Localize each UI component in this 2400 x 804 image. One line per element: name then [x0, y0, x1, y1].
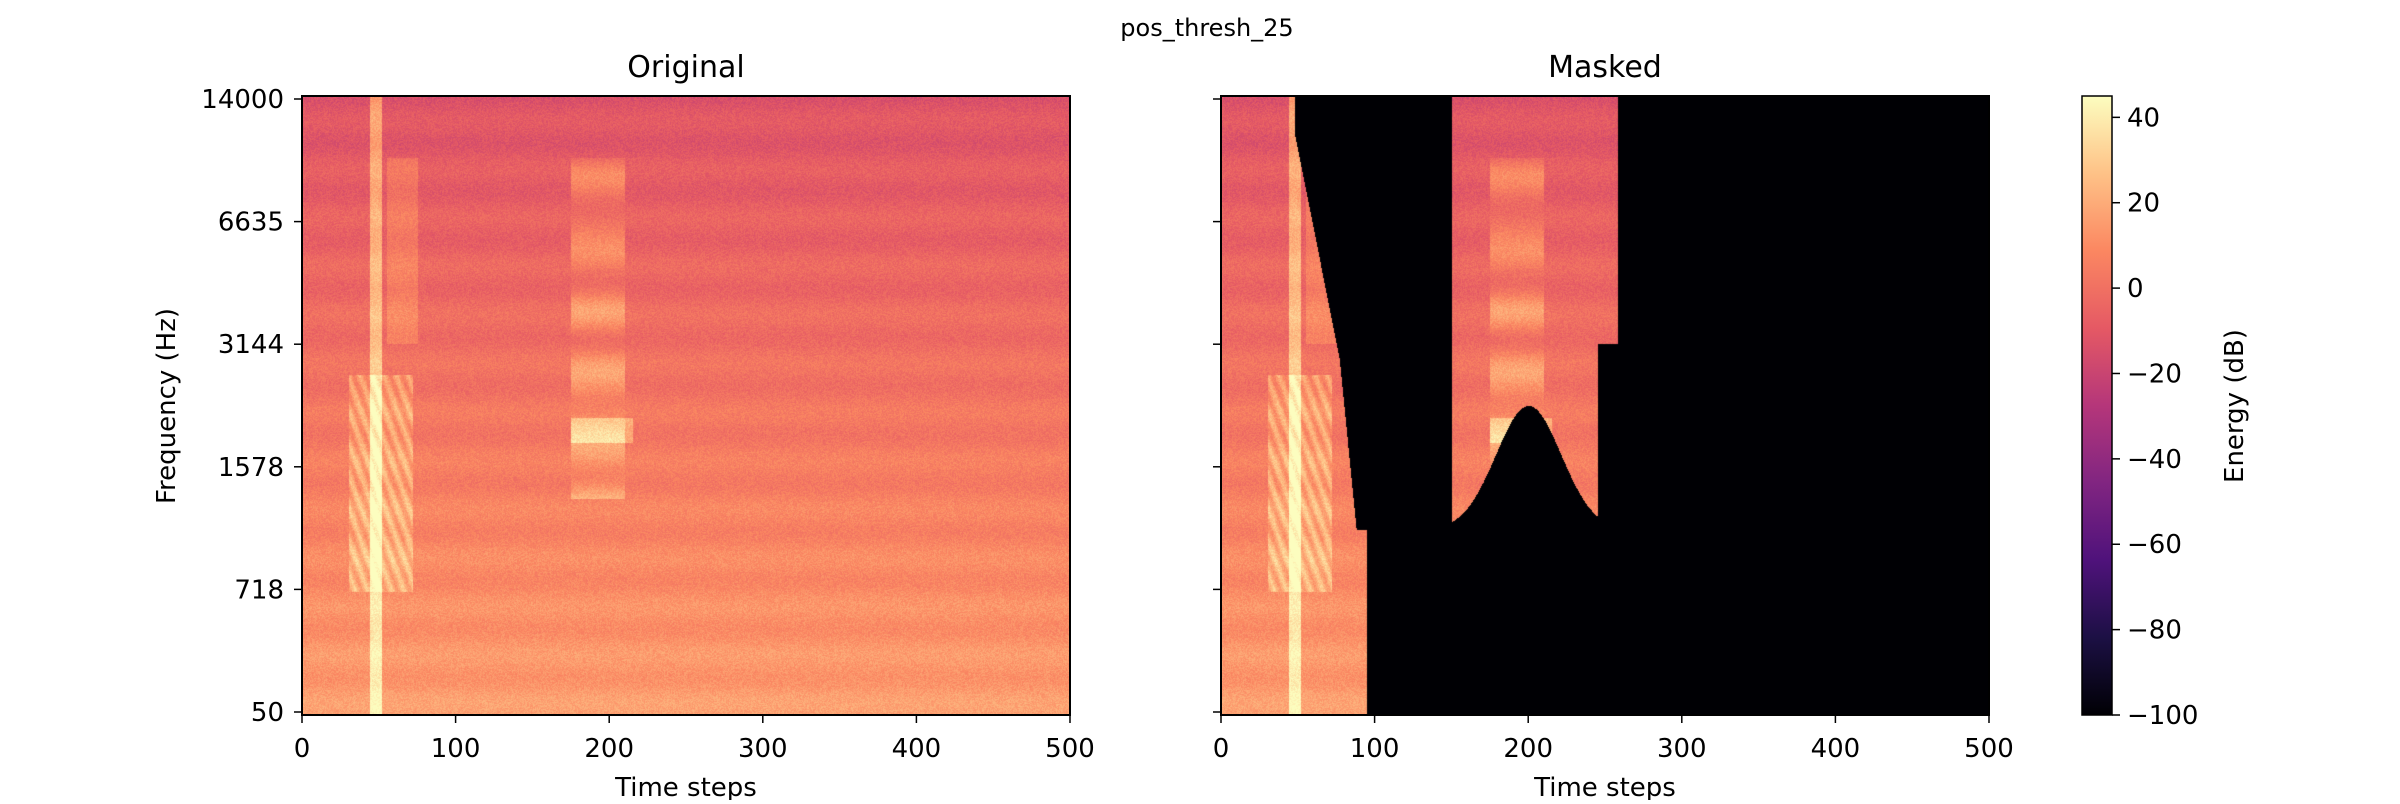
- x-tick-label: 200: [1503, 734, 1553, 764]
- colorbar-gradient: [2082, 96, 2112, 715]
- original-title: Original: [627, 50, 744, 85]
- colorbar-tick-label: −40: [2127, 445, 2182, 475]
- x-tick-label: 400: [892, 734, 942, 764]
- colorbar-tick-label: −80: [2127, 616, 2182, 646]
- colorbar-tick-label: 0: [2127, 274, 2144, 304]
- masked-title: Masked: [1548, 50, 1662, 85]
- x-tick-label: 500: [1045, 734, 1095, 764]
- x-tick-label: 300: [1657, 734, 1707, 764]
- x-tick-label: 100: [1350, 734, 1400, 764]
- colorbar-tick-label: −100: [2127, 701, 2198, 731]
- x-tick-label: 400: [1811, 734, 1861, 764]
- colorbar: 40 20 0 −20 −40 −60 −80 −100 Energy (dB): [2081, 95, 2250, 731]
- masked-y-ticks: [1213, 98, 1221, 713]
- original-heatmap: [302, 96, 1070, 715]
- x-tick-label: 200: [584, 734, 634, 764]
- original-x-ticks: 0 100 200 300 400 500: [294, 715, 1095, 764]
- x-tick-label: 300: [738, 734, 788, 764]
- masked-frame: [1220, 95, 1990, 716]
- colorbar-label: Energy (dB): [2220, 329, 2250, 483]
- y-tick-label: 3144: [218, 330, 284, 360]
- x-tick-label: 100: [431, 734, 481, 764]
- y-tick-label: 14000: [201, 85, 284, 115]
- original-xlabel: Time steps: [614, 773, 757, 800]
- colorbar-ticks: 40 20 0 −20 −40 −60 −80 −100: [2112, 103, 2198, 731]
- colorbar-tick-label: 20: [2127, 189, 2160, 219]
- colorbar-tick-label: −60: [2127, 530, 2182, 560]
- x-tick-label: 0: [294, 734, 311, 764]
- original-frame: [301, 95, 1071, 716]
- masked-panel: Masked 0 100 200 300 400 500 Time steps: [1213, 50, 2014, 803]
- y-tick-label: 718: [234, 575, 284, 605]
- colorbar-tick-label: 40: [2127, 103, 2160, 133]
- original-ylabel: Frequency (Hz): [152, 308, 182, 504]
- original-y-ticks: 50 718 1578 3144 6635 14000: [201, 85, 302, 728]
- colorbar-frame: [2081, 95, 2113, 716]
- masked-x-ticks: 0 100 200 300 400 500: [1213, 715, 2014, 764]
- suptitle: pos_thresh_25: [1120, 14, 1293, 42]
- original-panel: Original 0 100 200 300 400 500 50 718 1578 3144 6…: [152, 50, 1095, 803]
- x-tick-label: 500: [1964, 734, 2014, 764]
- y-tick-label: 1578: [218, 453, 284, 483]
- masked-heatmap: [1221, 96, 1989, 715]
- y-tick-label: 6635: [218, 208, 284, 238]
- y-tick-label: 50: [251, 698, 284, 728]
- masked-xlabel: Time steps: [1533, 773, 1676, 800]
- x-tick-label: 0: [1213, 734, 1230, 764]
- colorbar-tick-label: −20: [2127, 359, 2182, 389]
